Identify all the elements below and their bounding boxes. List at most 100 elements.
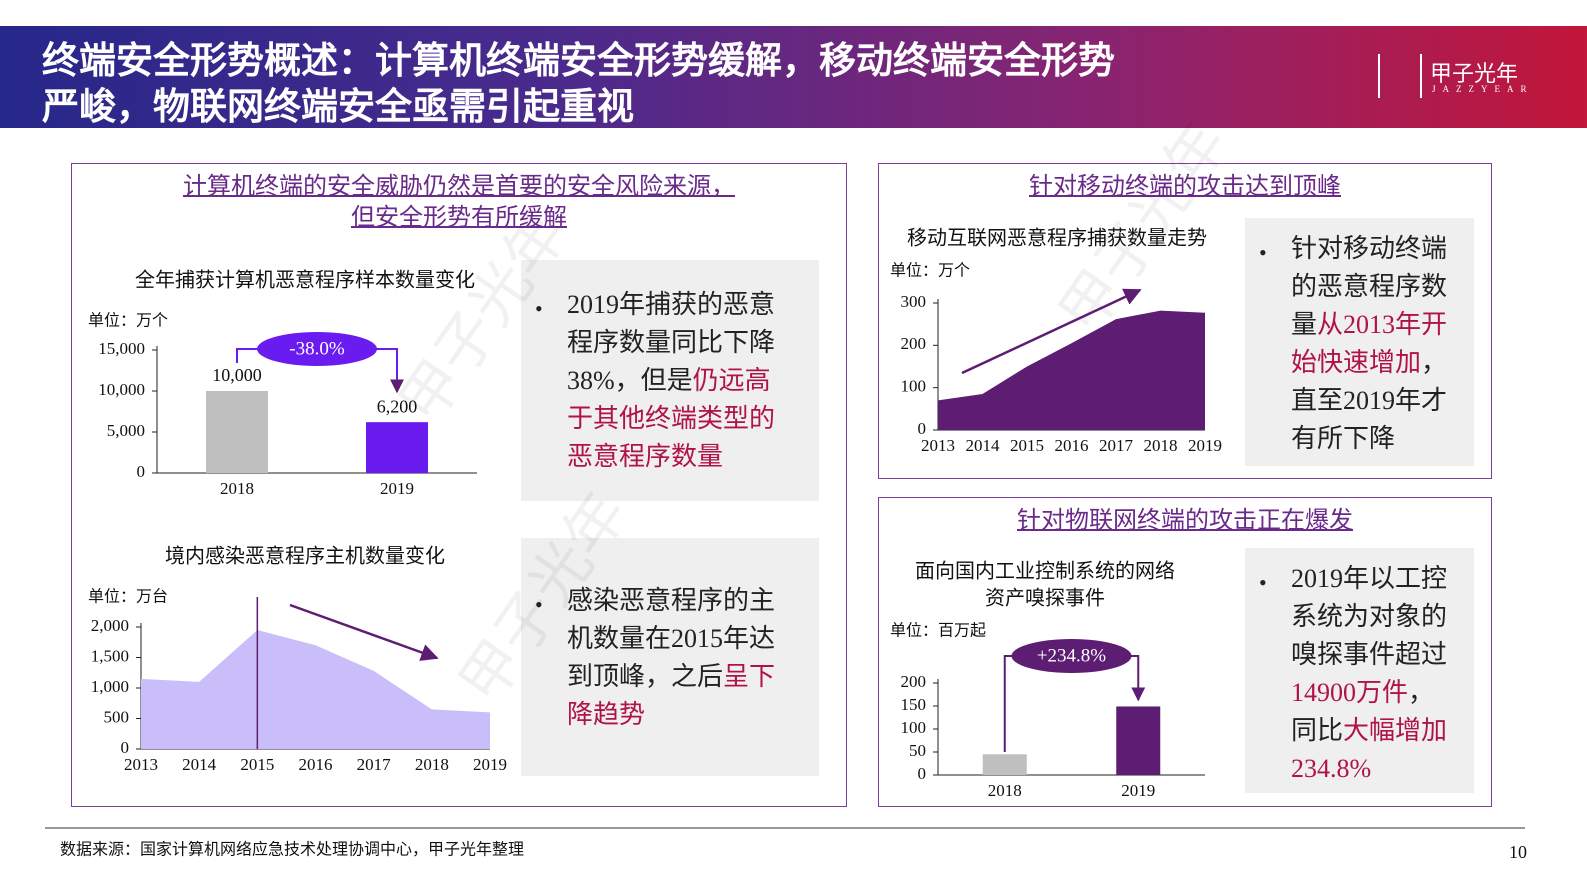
bar: [366, 422, 428, 473]
y-tick-label: 150: [901, 695, 927, 714]
x-tick-label: 2018: [988, 781, 1022, 800]
note-box: • 感染恶意程序的主机数量在2015年达到顶峰，之后呈下降趋势: [521, 538, 819, 776]
bullet: •: [535, 592, 543, 617]
x-tick-label: 2016: [1055, 436, 1089, 455]
annotation-label: -38.0%: [289, 338, 345, 359]
note-text: 2019年捕获的恶意程序数量同比下降38%，但是仍远高于其他终端类型的恶意程序数…: [567, 286, 787, 476]
annotation-label: +234.8%: [1037, 645, 1106, 666]
x-tick-label: 2016: [299, 755, 333, 774]
y-tick-label: 100: [901, 718, 927, 737]
note-part: 仍远高于其他终端类型的恶意程序数量: [567, 366, 776, 471]
y-tick-label: 0: [121, 738, 130, 757]
y-tick-label: 0: [918, 419, 927, 438]
x-tick-label: 2017: [357, 755, 392, 774]
y-tick-label: 500: [104, 707, 130, 726]
bullet: •: [1259, 570, 1267, 595]
x-tick-label: 2019: [1121, 781, 1155, 800]
logo-mark: [1378, 54, 1422, 98]
y-tick-label: 15,000: [98, 339, 145, 358]
trend-arrow: [289, 603, 439, 661]
chart-title: 资产嗅探事件: [985, 587, 1105, 610]
x-tick-label: 2019: [380, 479, 414, 498]
x-tick-label: 2019: [473, 755, 507, 774]
y-tick-label: 1,500: [91, 646, 129, 665]
heading-line: 计算机终端的安全威胁仍然是首要的安全风险来源，: [183, 174, 735, 200]
note-part: 针对移动终端的恶意程序数量: [1291, 234, 1448, 339]
note-part: 呈下降趋势: [567, 662, 776, 729]
logo-sub: JAZZYEAR: [1432, 84, 1534, 94]
x-tick-label: 2018: [220, 479, 254, 498]
unit-label: 单位：万个: [890, 262, 970, 280]
y-tick-label: 0: [137, 462, 146, 481]
x-tick-label: 2019: [1188, 436, 1222, 455]
page-number: 10: [1509, 842, 1527, 862]
heading-line: 针对物联网终端的攻击正在爆发: [1017, 508, 1353, 534]
x-tick-label: 2018: [415, 755, 449, 774]
trend-arrow: [961, 288, 1142, 375]
chart-title: 移动互联网恶意程序捕获数量走势: [907, 227, 1207, 250]
y-tick-label: 200: [901, 672, 927, 691]
area: [938, 310, 1205, 430]
note-text: 2019年以工控系统为对象的嗅探事件超过 14900万件，同比大幅增加234.8%: [1291, 560, 1459, 788]
bullet: •: [1259, 240, 1267, 265]
x-tick-label: 2015: [1010, 436, 1044, 455]
x-tick-label: 2017: [1099, 436, 1134, 455]
chart-title: 面向国内工业控制系统的网络: [915, 560, 1175, 583]
heading-line: 针对移动终端的攻击达到顶峰: [1029, 174, 1341, 200]
unit-label: 单位：百万起: [890, 622, 986, 640]
panel-heading: 针对移动终端的攻击达到顶峰: [879, 172, 1491, 203]
chart-title: 境内感染恶意程序主机数量变化: [165, 545, 445, 568]
note-part: 2019年捕获的恶意程序数量同比下降38%，但是: [567, 290, 776, 395]
note-part: 感染恶意程序的主机数量在2015年达到顶峰，之后: [567, 586, 776, 691]
note-box: • 2019年捕获的恶意程序数量同比下降38%，但是仍远高于其他终端类型的恶意程…: [521, 260, 819, 501]
note-part: ，同比: [1291, 678, 1435, 745]
note-part: 2019年以工控系统为对象的嗅探事件超过: [1291, 564, 1448, 669]
note-part: 从2013年开始快速增加: [1291, 310, 1448, 377]
y-tick-label: 300: [901, 292, 927, 311]
panel: 针对移动终端的攻击达到顶峰: [878, 163, 1492, 479]
y-tick-label: 10,000: [98, 380, 145, 399]
unit-label: 单位：万个: [88, 312, 168, 330]
panel-heading: 计算机终端的安全威胁仍然是首要的安全风险来源， 但安全形势有所缓解: [72, 172, 846, 234]
title-line: 终端安全形势概述：计算机终端安全形势缓解，移动终端安全形势: [42, 41, 1115, 82]
heading-line: 但安全形势有所缓解: [351, 205, 567, 231]
bar: [1116, 706, 1161, 775]
footer-source: 数据来源：国家计算机网络应急技术处理协调中心，甲子光年整理: [60, 840, 524, 859]
value-label: 10,000: [212, 365, 262, 385]
bullet: •: [535, 296, 543, 321]
note-box: • 针对移动终端的恶意程序数量从2013年开始快速增加，直至2019年才有所下降: [1245, 218, 1474, 466]
x-tick-label: 2018: [1144, 436, 1178, 455]
y-tick-label: 0: [918, 764, 927, 783]
note-text: 感染恶意程序的主机数量在2015年达到顶峰，之后呈下降趋势: [567, 582, 787, 734]
bar: [206, 391, 268, 473]
annotation-pill: [1011, 639, 1132, 673]
y-tick-label: 200: [901, 334, 927, 353]
annotation-pill: [257, 332, 377, 366]
x-tick-label: 2014: [182, 755, 217, 774]
chart-title: 全年捕获计算机恶意程序样本数量变化: [135, 269, 475, 292]
panel: 计算机终端的安全威胁仍然是首要的安全风险来源， 但安全形势有所缓解: [71, 163, 847, 807]
x-tick-label: 2013: [124, 755, 158, 774]
x-tick-label: 2014: [966, 436, 1001, 455]
note-box: • 2019年以工控系统为对象的嗅探事件超过 14900万件，同比大幅增加234.…: [1245, 548, 1474, 793]
y-tick-label: 50: [909, 741, 926, 760]
y-tick-label: 1,000: [91, 677, 129, 696]
panel: 针对物联网终端的攻击正在爆发: [878, 497, 1492, 807]
value-label: 6,200: [377, 396, 418, 416]
y-tick-label: 2,000: [91, 616, 129, 635]
x-tick-label: 2015: [240, 755, 274, 774]
bar: [982, 754, 1027, 775]
header: 终端安全形势概述：计算机终端安全形势缓解，移动终端安全形势 严峻，物联网终端安全…: [0, 26, 1587, 128]
title-line: 严峻，物联网终端安全亟需引起重视: [42, 87, 634, 128]
note-part: 14900万件: [1291, 678, 1409, 707]
panel-heading: 针对物联网终端的攻击正在爆发: [879, 506, 1491, 537]
note-part: 大幅增加234.8%: [1291, 716, 1448, 783]
note-part: ，直至2019年才有所下降: [1291, 348, 1448, 453]
x-tick-label: 2013: [921, 436, 955, 455]
watermark: 甲子光年: [448, 481, 640, 715]
area: [141, 630, 490, 749]
logo: 甲子光年: [1430, 61, 1519, 86]
unit-label: 单位：万台: [88, 588, 168, 606]
y-tick-label: 5,000: [107, 421, 145, 440]
